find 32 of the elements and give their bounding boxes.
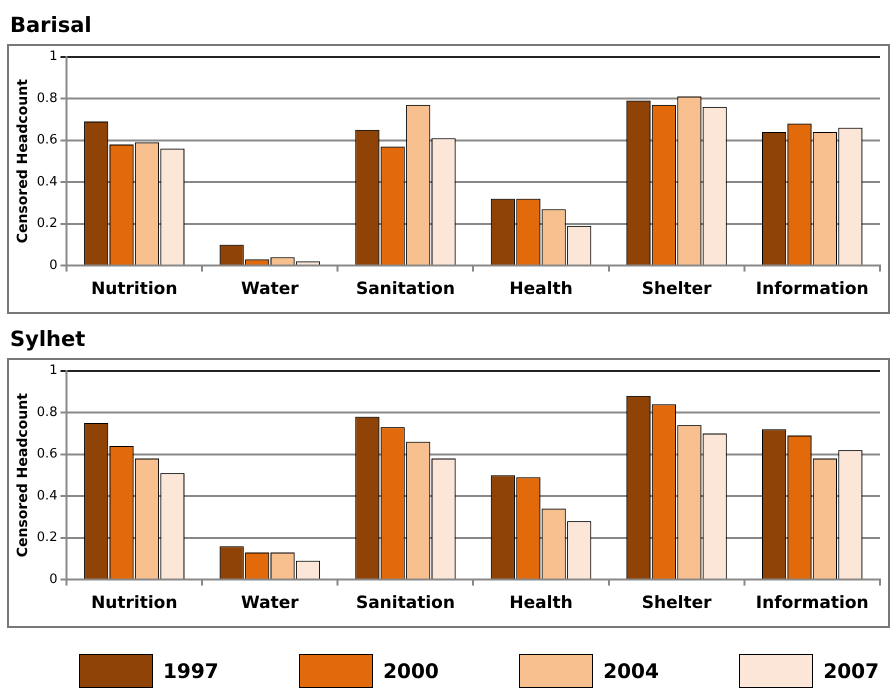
y-axis-title: Censored Headcount: [15, 78, 32, 244]
y-tick-label: 0.8: [36, 90, 58, 106]
x-tick-label: Health: [509, 279, 573, 300]
x-tick-label: Water: [241, 279, 300, 300]
chart-title: Sylhet: [9, 326, 86, 353]
legend-label: 2004: [603, 659, 659, 683]
x-tick-label: Shelter: [642, 279, 712, 300]
x-tick-label: Health: [509, 593, 573, 614]
y-tick-label: 0.2: [36, 216, 58, 232]
x-tick-label: Information: [756, 593, 869, 614]
x-tick-label: Information: [756, 279, 869, 300]
legend-label: 2007: [823, 659, 879, 683]
x-tick-label: Nutrition: [91, 593, 178, 614]
x-tick-label: Water: [241, 593, 300, 614]
y-tick-label: 1: [49, 49, 58, 64]
y-tick-label: 0: [49, 258, 58, 273]
y-tick-label: 1: [49, 363, 58, 378]
x-tick-label: Sanitation: [356, 593, 455, 614]
legend-label: 1997: [163, 659, 219, 683]
y-tick-label: 0.6: [36, 132, 58, 148]
y-tick-label: 0.4: [36, 174, 58, 190]
y-tick-label: 0.8: [36, 404, 58, 420]
legend-label: 2000: [383, 659, 439, 683]
y-tick-label: 0.2: [36, 530, 58, 546]
y-tick-label: 0.6: [36, 446, 58, 462]
chart-title: Barisal: [9, 12, 93, 39]
y-tick-label: 0: [49, 572, 58, 587]
x-tick-label: Nutrition: [91, 279, 178, 300]
x-tick-label: Shelter: [642, 593, 712, 614]
y-tick-label: 0.4: [36, 488, 58, 504]
y-axis-title: Censored Headcount: [15, 392, 32, 558]
x-tick-label: Sanitation: [356, 279, 455, 300]
